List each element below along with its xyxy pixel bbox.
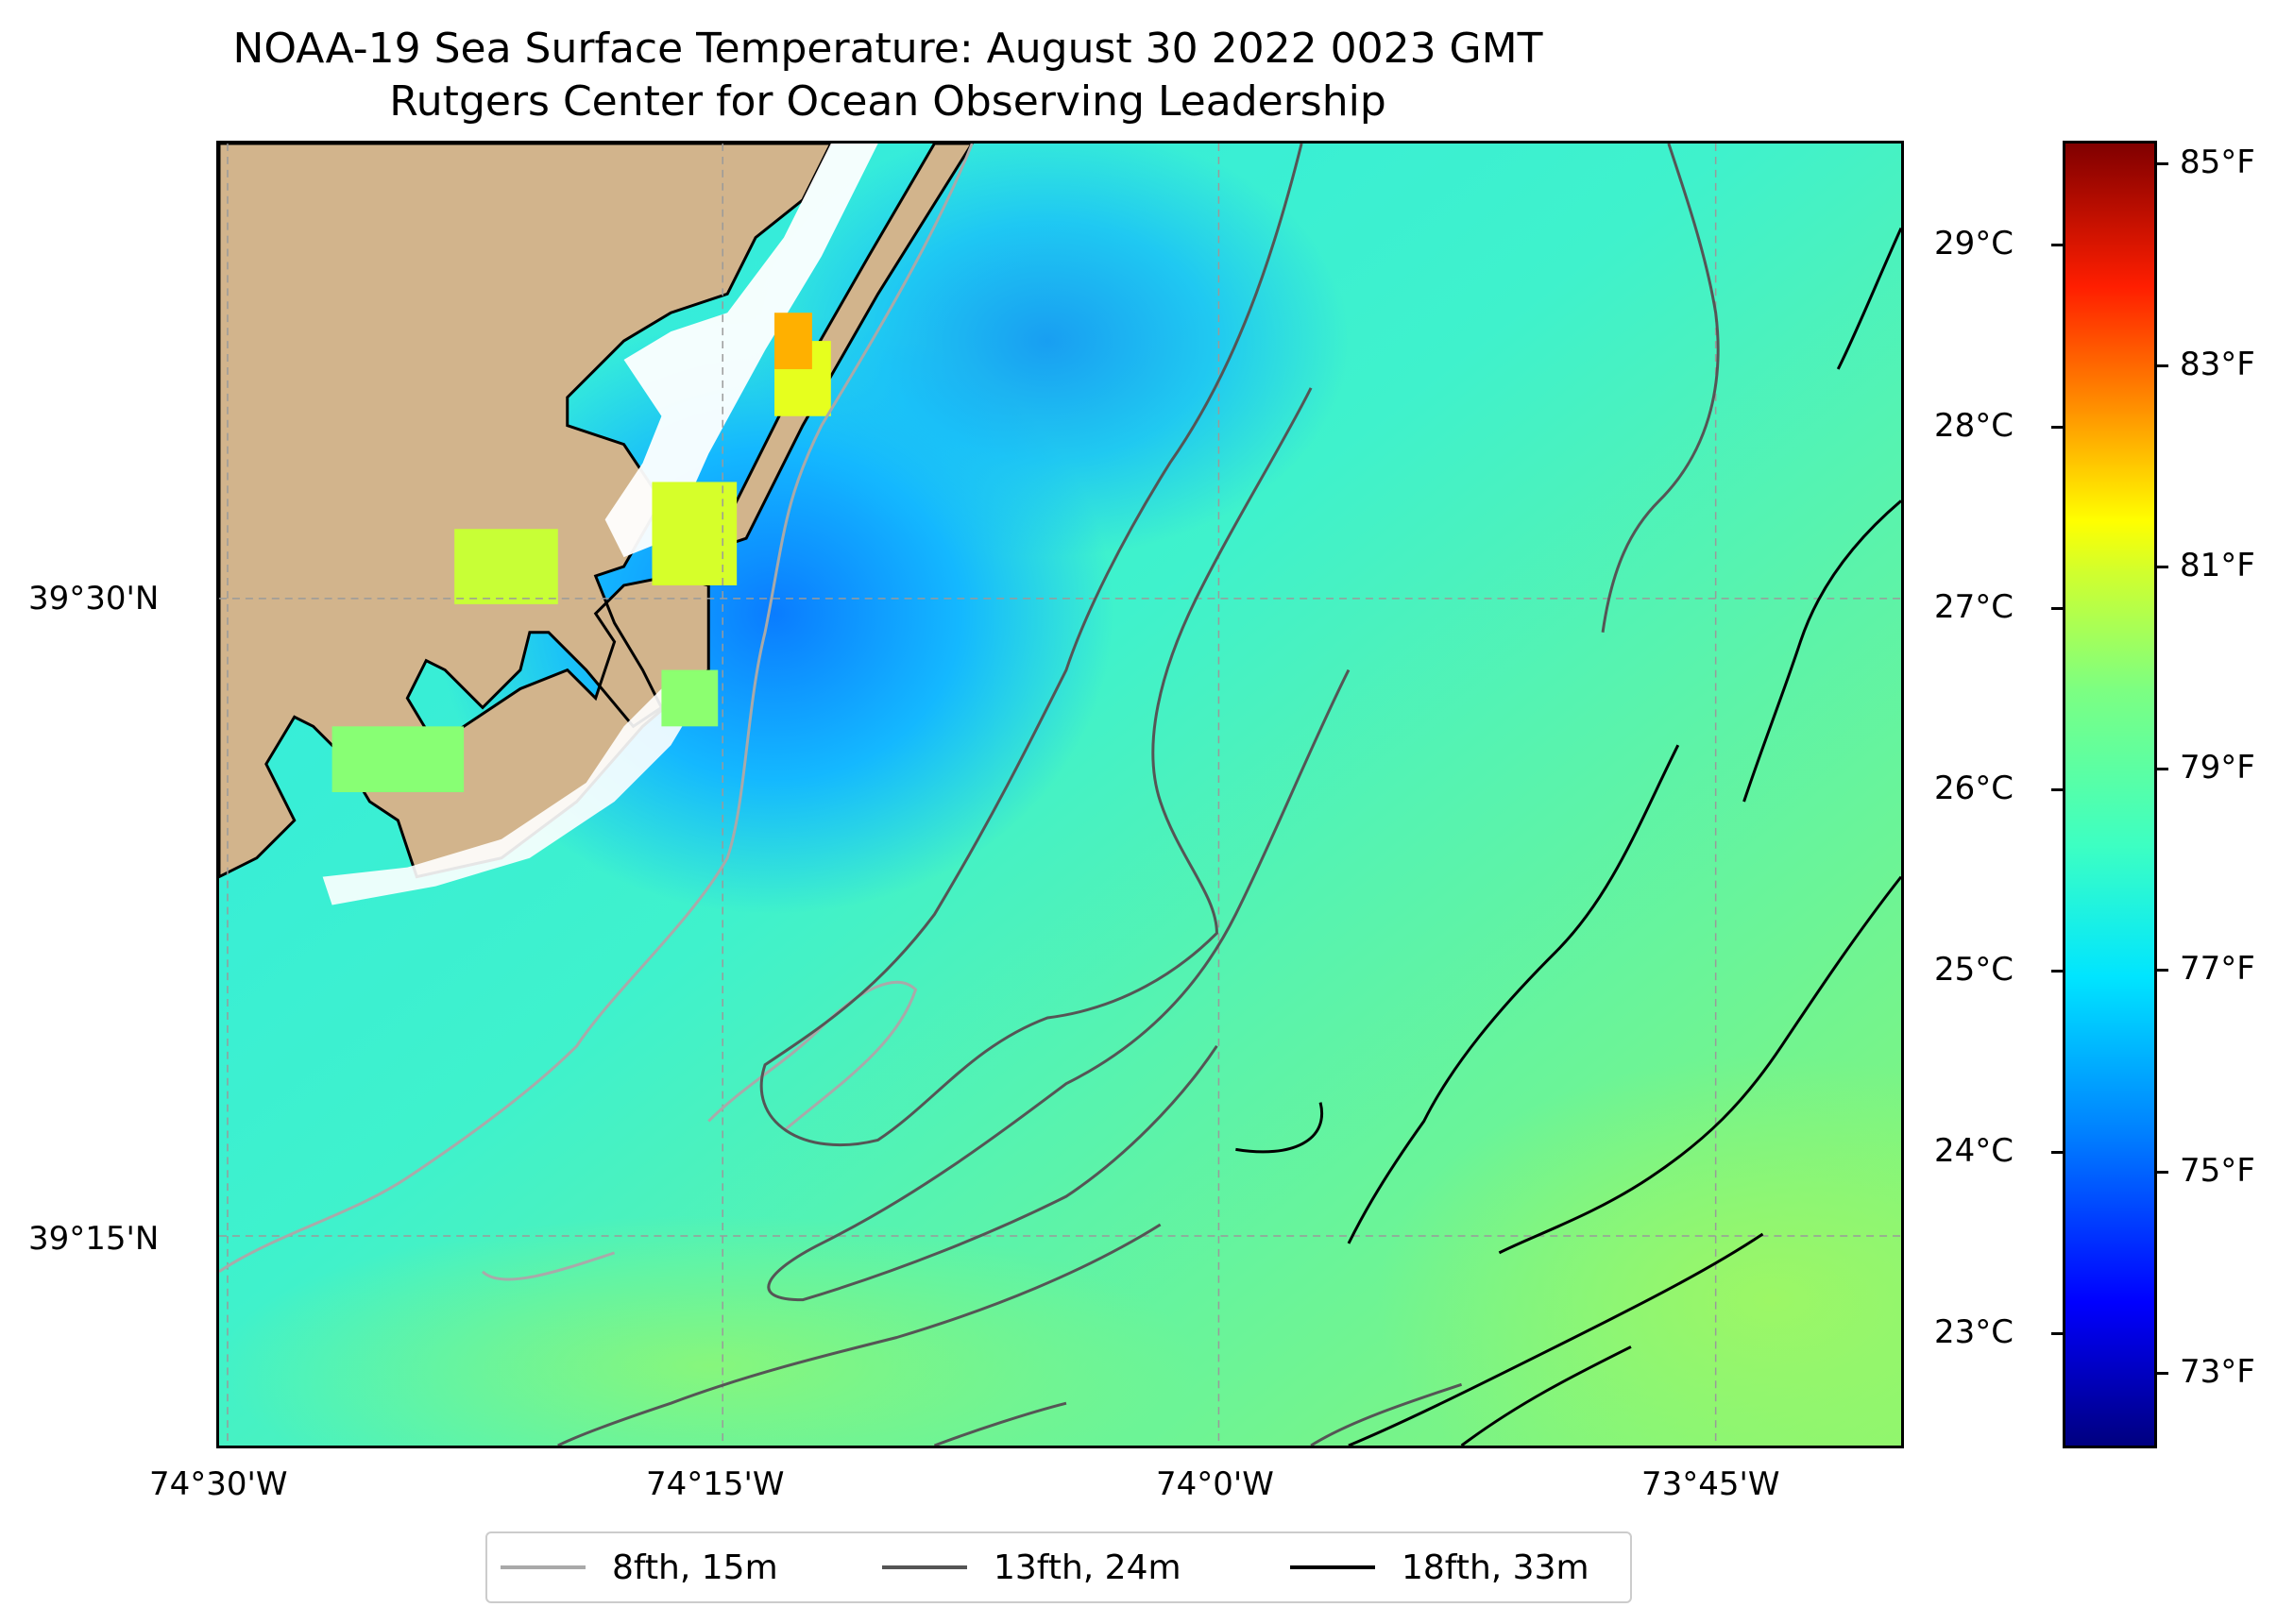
map-title: NOAA-19 Sea Surface Temperature: August … bbox=[0, 23, 1776, 128]
colorbar-fahrenheit-label: 75°F bbox=[2180, 1152, 2255, 1190]
legend-swatch bbox=[882, 1565, 967, 1569]
isobath-8fth bbox=[219, 144, 974, 1281]
lat-label: 39°15'N bbox=[28, 1220, 160, 1258]
sst-map-canvas bbox=[219, 144, 1901, 1446]
warm-pixel-patch bbox=[331, 726, 465, 793]
colorbar-fahrenheit-label: 85°F bbox=[2180, 144, 2255, 181]
lon-label: 74°30'W bbox=[149, 1465, 288, 1503]
graticule bbox=[219, 144, 1901, 1446]
colorbar-fahrenheit-label: 77°F bbox=[2180, 950, 2255, 988]
isobath-13fth bbox=[557, 144, 1720, 1446]
temperature-colorbar bbox=[2063, 141, 2157, 1448]
colorbar-celsius-label: 24°C bbox=[1934, 1132, 2014, 1170]
title-line-1: NOAA-19 Sea Surface Temperature: August … bbox=[232, 25, 1543, 73]
legend-swatch bbox=[501, 1565, 586, 1569]
nodata-coastal-band bbox=[604, 144, 878, 558]
nodata-bay-band bbox=[322, 688, 700, 905]
colorbar-celsius-label: 28°C bbox=[1934, 407, 2014, 445]
sst-map[interactable] bbox=[216, 141, 1904, 1448]
lon-label: 74°15'W bbox=[646, 1465, 785, 1503]
title-line-2: Rutgers Center for Ocean Observing Leade… bbox=[389, 77, 1386, 126]
warm-water-south bbox=[219, 1215, 1198, 1446]
isobath-18fth bbox=[1235, 227, 1901, 1446]
colorbar-celsius-label: 25°C bbox=[1934, 951, 2014, 989]
lon-label: 73°45'W bbox=[1641, 1465, 1780, 1503]
isobath-legend: 8fth, 15m 13fth, 24m 18fth, 33m bbox=[485, 1531, 1632, 1603]
legend-label: 18fth, 33m bbox=[1402, 1548, 1589, 1587]
hot-pixel-patch bbox=[774, 313, 812, 369]
warm-pixel-patch bbox=[652, 482, 738, 585]
colorbar-celsius-label: 27°C bbox=[1934, 588, 2014, 626]
legend-item-18fth: 18fth, 33m bbox=[1290, 1543, 1589, 1592]
colorbar-celsius-label: 29°C bbox=[1934, 225, 2014, 262]
colorbar-fahrenheit-label: 81°F bbox=[2180, 547, 2255, 584]
warm-water-southeast bbox=[1376, 1055, 1901, 1446]
legend-item-8fth: 8fth, 15m bbox=[501, 1543, 778, 1592]
lat-label: 39°30'N bbox=[28, 580, 160, 617]
colorbar-fahrenheit-label: 79°F bbox=[2180, 749, 2255, 787]
legend-swatch bbox=[1290, 1565, 1375, 1569]
colorbar-celsius-label: 26°C bbox=[1934, 770, 2014, 807]
colorbar-fahrenheit-label: 83°F bbox=[2180, 346, 2255, 383]
legend-label: 13fth, 24m bbox=[994, 1548, 1181, 1587]
lon-label: 74°0'W bbox=[1156, 1465, 1274, 1503]
warm-pixel-patch bbox=[454, 529, 558, 604]
colorbar-celsius-label: 23°C bbox=[1934, 1313, 2014, 1351]
legend-item-13fth: 13fth, 24m bbox=[882, 1543, 1181, 1592]
colorbar-fahrenheit-label: 73°F bbox=[2180, 1353, 2255, 1391]
legend-label: 8fth, 15m bbox=[612, 1548, 778, 1587]
warm-pixel-patch bbox=[661, 669, 719, 727]
